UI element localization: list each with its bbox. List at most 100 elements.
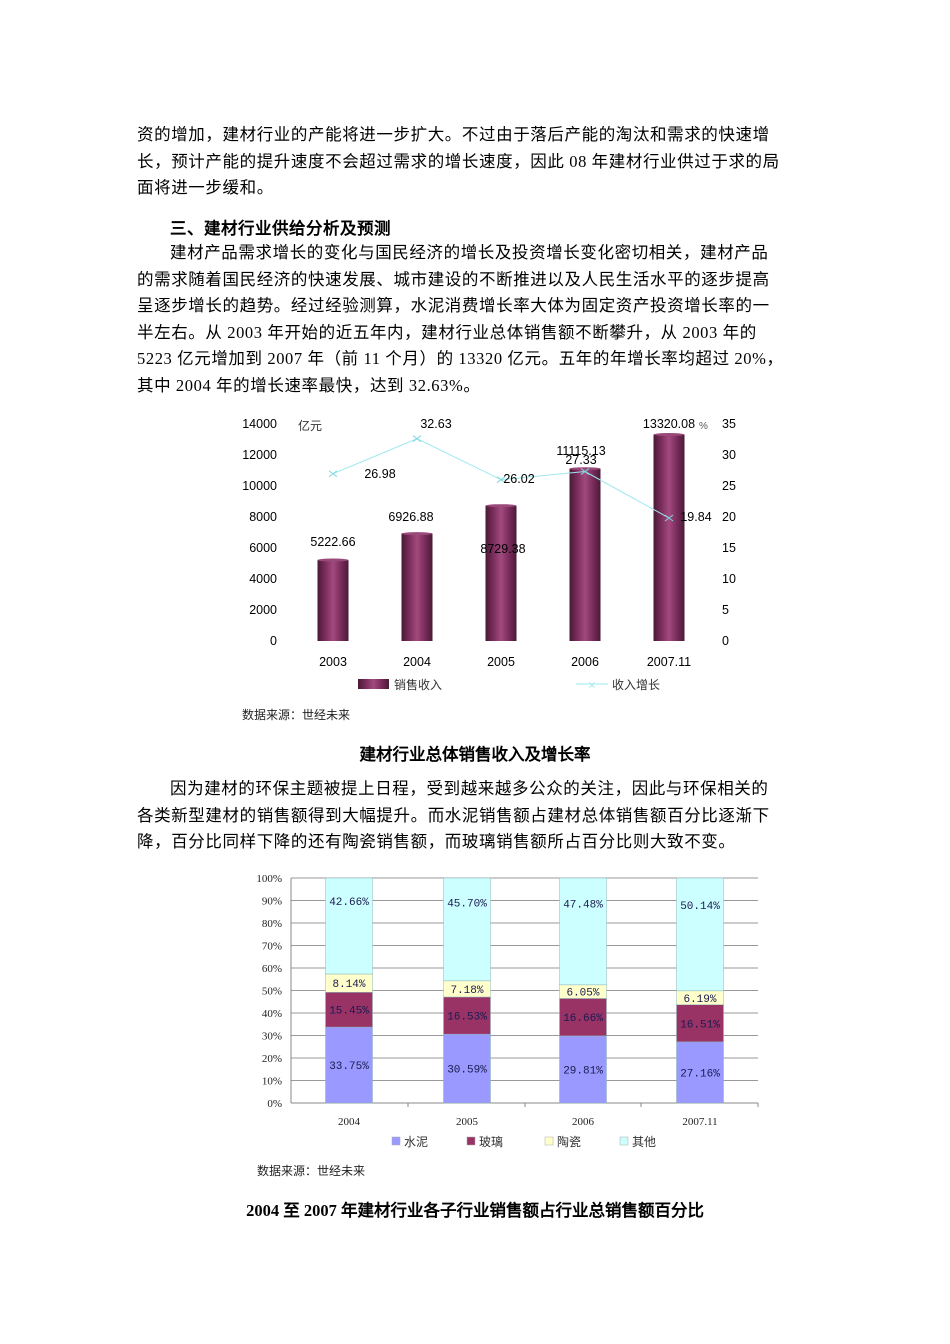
bar-segment xyxy=(325,1026,373,1104)
y-right-tick-label: 0 xyxy=(722,634,729,648)
x-tick-label: 2004 xyxy=(403,655,431,669)
y-tick-label: 0 xyxy=(270,634,277,648)
bar-segment xyxy=(676,877,724,992)
segment-label: 16.66% xyxy=(563,1013,603,1025)
y-tick-label: 90% xyxy=(262,896,282,908)
bar-segment xyxy=(676,1004,724,1043)
line-value-label: 19.84 xyxy=(680,510,711,524)
segment-label: 29.81% xyxy=(563,1065,603,1077)
y-tick-label: 70% xyxy=(262,941,282,953)
data-source: 数据来源：世经未来 xyxy=(257,1164,366,1178)
segment-label: 16.51% xyxy=(680,1019,720,1031)
left-axis-unit: 亿元 xyxy=(298,418,322,433)
y-tick-label: 4000 xyxy=(249,572,277,586)
section-heading: 三、建材行业供给分析及预测 xyxy=(170,219,391,238)
segment-label: 8.14% xyxy=(332,979,365,991)
x-axis-labels: 2003 2004 2005 2006 2007.11 xyxy=(319,655,691,669)
y-tick-label: 12000 xyxy=(242,448,277,462)
y-tick-label: 14000 xyxy=(242,417,277,431)
text-line: 建材产品需求增长的变化与国民经济的增长及投资增长变化密切相关，建材产品 xyxy=(170,243,769,262)
text-line: 因为建材的环保主题被提上日程，受到越来越多公众的关注，因此与环保相关的 xyxy=(170,779,769,798)
right-axis-unit: % xyxy=(699,421,708,432)
bar-value-label: 13320.08 xyxy=(643,417,695,431)
line-value-label: 27.33 xyxy=(565,453,596,467)
x-tick-label: 2003 xyxy=(319,655,347,669)
left-axis: 0 2000 4000 6000 8000 10000 12000 14000 xyxy=(242,417,277,648)
segment-label: 30.59% xyxy=(447,1065,487,1077)
bar-value-label: 8729.38 xyxy=(480,542,525,556)
text-line: 5223 亿元增加到 2007 年（前 11 个月）的 13320 亿元。五年的… xyxy=(137,349,784,368)
segment-label: 7.18% xyxy=(450,985,483,997)
bar-segment xyxy=(676,1041,724,1104)
text-line: 面将进一步缓和。 xyxy=(137,178,274,197)
text-line: 半左右。从 2003 年开始的近五年内，建材行业总体销售额不断攀升，从 2003… xyxy=(137,322,757,342)
text-line: 其中 2004 年的增长速率最快，达到 32.63%。 xyxy=(137,375,481,395)
sales-revenue-chart: 0 2000 4000 6000 8000 10000 12000 14000 0 5 10 15 2… xyxy=(242,417,736,692)
bar-value-label: 6926.88 xyxy=(388,510,433,524)
y-tick-label: 2000 xyxy=(249,603,277,617)
legend-swatch xyxy=(619,1136,629,1146)
segment-label: 27.16% xyxy=(680,1068,720,1080)
bar-segment xyxy=(443,996,491,1035)
x-marker-icon xyxy=(328,470,338,478)
paragraph-intro: 资的增加，建材行业的产能将进一步扩大。不过由于落后产能的淘汰和需求的快速增 长，… xyxy=(137,122,853,202)
legend-swatch xyxy=(391,1136,401,1146)
y-right-tick-label: 35 xyxy=(722,417,736,431)
legend: 销售收入 × 收入增长 xyxy=(358,677,660,692)
bar xyxy=(401,533,433,641)
legend-swatch xyxy=(544,1136,554,1146)
paragraph-supply: 建材产品需求增长的变化与国民经济的增长及投资增长变化密切相关，建材产品 的需求随… xyxy=(137,240,853,399)
data-source: 数据来源：世经未来 xyxy=(242,708,351,722)
y-tick-label: 100% xyxy=(256,873,282,885)
bar xyxy=(653,434,685,641)
segment-label: 6.19% xyxy=(683,994,716,1006)
y-tick-label: 10000 xyxy=(242,479,277,493)
y-tick-label: 30% xyxy=(262,1031,282,1043)
line-series: 26.98 32.63 26.02 27.33 19.84 xyxy=(328,417,712,524)
bar-segment xyxy=(443,1033,491,1104)
bar-cap xyxy=(317,558,349,562)
x-marker-icon xyxy=(580,468,590,475)
paragraph-environment: 因为建材的环保主题被提上日程，受到越来越多公众的关注，因此与环保相关的 各类新型… xyxy=(137,776,853,856)
y-tick-label: 50% xyxy=(262,986,282,998)
text-line: 长，预计产能的提升速度不会超过需求的增长速度，因此 08 年建材行业供过于求的局 xyxy=(137,151,780,171)
legend-swatch xyxy=(466,1136,476,1146)
segment-label: 15.45% xyxy=(329,1006,369,1018)
segment-label: 16.53% xyxy=(447,1012,487,1024)
segment-label: 6.05% xyxy=(566,988,599,1000)
x-tick-label: 2007.11 xyxy=(682,1116,717,1128)
y-right-tick-label: 10 xyxy=(722,572,736,586)
right-axis: 0 5 10 15 20 25 30 35% xyxy=(699,417,736,648)
y-tick-label: 20% xyxy=(262,1053,282,1065)
x-tick-label: 2007.11 xyxy=(647,655,691,669)
bar-segment xyxy=(559,998,607,1037)
x-axis-labels: 2004 2005 2006 2007.11 xyxy=(338,1116,718,1128)
line-value-label: 26.98 xyxy=(364,467,395,481)
y-tick-label: 6000 xyxy=(249,541,277,555)
y-right-tick-label: 25 xyxy=(722,479,736,493)
x-marker-icon xyxy=(664,514,674,522)
legend-label: 陶瓷 xyxy=(557,1134,581,1149)
segment-label: 42.66% xyxy=(329,897,369,909)
y-right-tick-label: 15 xyxy=(722,541,736,555)
y-tick-label: 80% xyxy=(262,918,282,930)
legend-label: 收入增长 xyxy=(612,678,660,692)
bar xyxy=(485,505,517,641)
bar xyxy=(317,560,349,641)
text-line: 的需求随着国民经济的快速发展、城市建设的不断推进以及人民生活水平的逐步提高 xyxy=(137,269,770,289)
bar-segment xyxy=(325,877,373,975)
y-tick-label: 10% xyxy=(262,1076,282,1088)
y-right-tick-label: 30 xyxy=(722,448,736,462)
legend-label: 玻璃 xyxy=(479,1135,503,1149)
x-marker-icon: × xyxy=(588,680,596,691)
x-tick-label: 2005 xyxy=(456,1116,479,1128)
segment-label: 50.14% xyxy=(680,901,720,913)
segment-label: 47.48% xyxy=(563,900,603,912)
y-tick-label: 60% xyxy=(262,963,282,975)
text-line: 资的增加，建材行业的产能将进一步扩大。不过由于落后产能的淘汰和需求的快速增 xyxy=(137,125,770,144)
y-tick-label: 8000 xyxy=(249,510,277,524)
legend-swatch-bar xyxy=(358,679,389,689)
bar-cap xyxy=(653,433,685,437)
bar-cap xyxy=(569,467,601,471)
